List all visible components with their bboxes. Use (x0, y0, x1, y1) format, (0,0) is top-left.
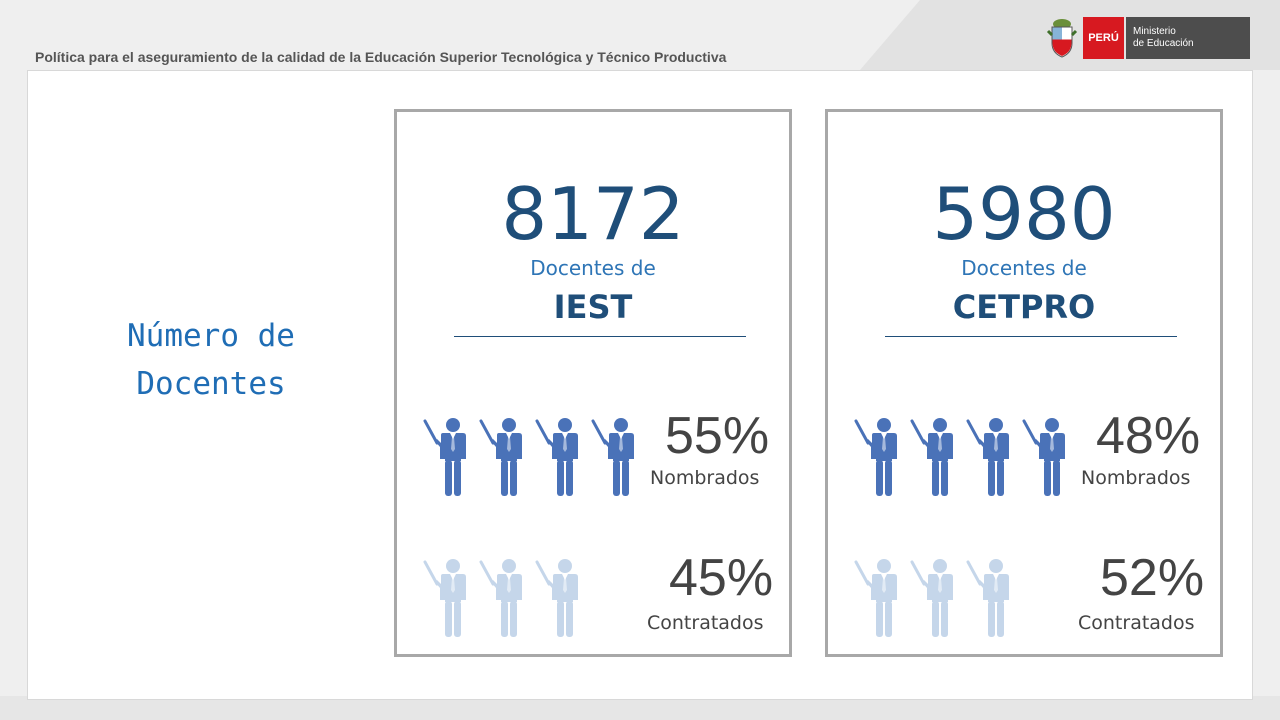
peru-coat-of-arms-icon (1046, 19, 1078, 58)
contratados-label: Contratados (647, 612, 764, 634)
nombrados-percent: 55% (665, 407, 770, 465)
teacher-icon (421, 558, 477, 638)
peru-label: PERÚ (1083, 17, 1124, 59)
ministry-line1: Ministerio (1133, 26, 1176, 37)
total-docentes-cetpro: 5980 (932, 172, 1116, 256)
nombrados-figures (421, 417, 645, 497)
teacher-icon (908, 558, 964, 638)
teacher-icon (477, 417, 533, 497)
divider (454, 336, 746, 337)
teacher-icon (908, 417, 964, 497)
card-iest: 8172 Docentes de IEST 55% Nombrados 45% … (394, 109, 792, 657)
teacher-icon (1020, 417, 1076, 497)
docentes-label: Docentes de (961, 256, 1087, 280)
contratados-percent: 45% (669, 549, 774, 607)
divider (885, 336, 1177, 337)
teacher-icon (421, 417, 477, 497)
card-cetpro: 5980 Docentes de CETPRO 48% Nombrados 52… (825, 109, 1223, 657)
total-docentes-iest: 8172 (501, 172, 685, 256)
contratados-percent: 52% (1100, 549, 1205, 607)
contratados-label: Contratados (1078, 612, 1195, 634)
docentes-label: Docentes de (530, 256, 656, 280)
nombrados-label: Nombrados (1081, 467, 1191, 489)
teacher-icon (964, 558, 1020, 638)
teacher-icon (477, 558, 533, 638)
contratados-figures (421, 558, 589, 638)
teacher-icon (589, 417, 645, 497)
ministry-line2: de Educación (1133, 38, 1194, 49)
header-title: Política para el aseguramiento de la cal… (35, 49, 727, 65)
teacher-icon (533, 417, 589, 497)
nombrados-label: Nombrados (650, 467, 760, 489)
ministry-label: Ministerio de Educación (1126, 17, 1250, 59)
contratados-figures (852, 558, 1020, 638)
nombrados-figures (852, 417, 1076, 497)
institution-name: CETPRO (952, 288, 1096, 326)
section-title: Número de Docentes (127, 318, 295, 402)
institution-name: IEST (553, 288, 633, 326)
teacher-icon (852, 417, 908, 497)
footer-background-shape (0, 696, 1280, 720)
ministry-logo: PERÚ Ministerio de Educación (1046, 17, 1251, 59)
teacher-icon (533, 558, 589, 638)
teacher-icon (964, 417, 1020, 497)
teacher-icon (852, 558, 908, 638)
nombrados-percent: 48% (1096, 407, 1201, 465)
